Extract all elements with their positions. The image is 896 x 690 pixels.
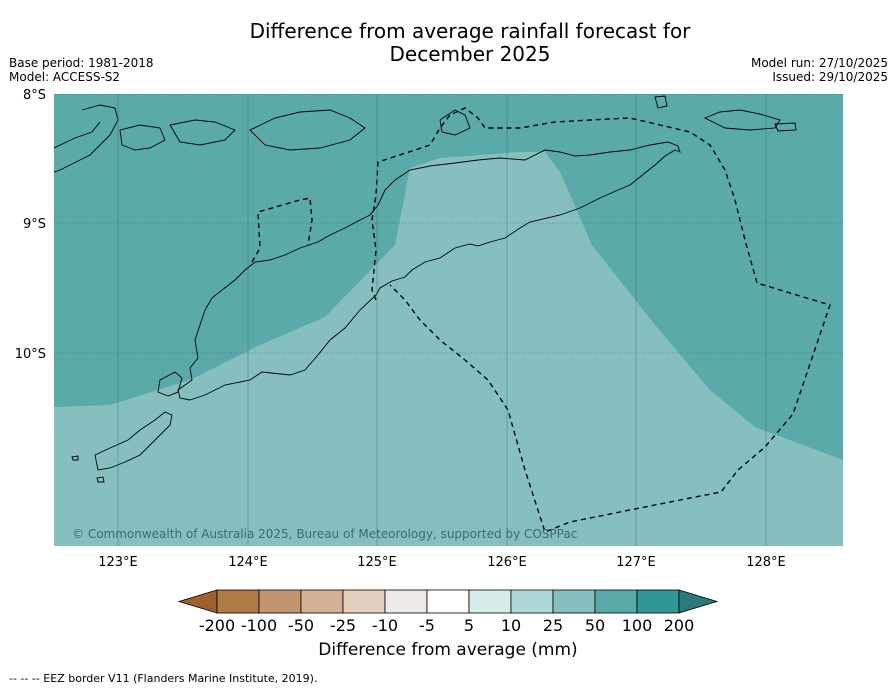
footnote-text: -- -- -- EEZ border V11 (Flanders Marine… <box>9 672 318 685</box>
map-title: Difference from average rainfall forecas… <box>0 20 896 66</box>
colorbar-segment <box>300 589 344 614</box>
meta-right: Model run: 27/10/2025 Issued: 29/10/2025 <box>751 56 888 84</box>
colorbar-tick-label: 25 <box>543 616 563 635</box>
colorbar-segment <box>216 589 260 614</box>
colorbar-segment <box>468 589 512 614</box>
colorbar-segment <box>384 589 428 614</box>
colorbar-tick-label: 10 <box>501 616 521 635</box>
lon-label-123e: 123°E <box>98 555 138 570</box>
lon-label-125e: 125°E <box>357 555 397 570</box>
issued-text: Issued: 29/10/2025 <box>772 70 888 84</box>
copyright-text: © Commonwealth of Australia 2025, Bureau… <box>72 527 577 541</box>
lon-label-127e: 127°E <box>616 555 656 570</box>
colorbar-segment <box>342 589 386 614</box>
colorbar-extend-low <box>177 589 218 614</box>
model-run-text: Model run: 27/10/2025 <box>750 56 888 70</box>
colorbar-tick-label: 50 <box>585 616 605 635</box>
colorbar-segment <box>426 589 470 614</box>
colorbar-segment <box>594 589 638 614</box>
colorbar-tick-label: -100 <box>241 616 277 635</box>
colorbar-tick-label: -5 <box>419 616 435 635</box>
lat-label-8s: 8°S <box>23 88 46 103</box>
lon-label-128e: 128°E <box>746 555 786 570</box>
colorbar-tick-label: -200 <box>199 616 235 635</box>
eez-border <box>251 107 831 533</box>
colorbar-segment <box>258 589 302 614</box>
base-period-text: Base period: 1981-2018 <box>9 56 154 70</box>
colorbar-tick-label: -25 <box>330 616 356 635</box>
colorbar-tick-label: 100 <box>622 616 653 635</box>
meta-left: Base period: 1981-2018 Model: ACCESS-S2 <box>9 56 154 84</box>
title-line-2: December 2025 <box>389 42 551 66</box>
coastlines <box>54 95 797 483</box>
meridians <box>117 94 767 546</box>
colorbar-segment <box>510 589 554 614</box>
gridlines <box>54 94 843 354</box>
lon-label-126e: 126°E <box>487 555 527 570</box>
colorbar: -200 -100 -50 -25 -10 -5 5 10 25 50 100 200 <box>177 589 719 635</box>
colorbar-tick-label: -50 <box>288 616 314 635</box>
colorbar-tick-label: 200 <box>664 616 695 635</box>
colorbar-extend-high <box>678 589 719 614</box>
colorbar-tick-label: 5 <box>464 616 474 635</box>
lon-label-124e: 124°E <box>228 555 268 570</box>
colorbar-tick-label: -10 <box>372 616 398 635</box>
colorbar-segment <box>636 589 680 614</box>
title-line-1: Difference from average rainfall forecas… <box>249 19 691 43</box>
lat-label-9s: 9°S <box>23 217 46 232</box>
colorbar-segment <box>552 589 596 614</box>
forecast-area-moderate <box>54 152 843 546</box>
colorbar-title: Difference from average (mm) <box>318 640 578 660</box>
model-text: Model: ACCESS-S2 <box>9 70 121 84</box>
lat-label-10s: 10°S <box>15 347 46 362</box>
